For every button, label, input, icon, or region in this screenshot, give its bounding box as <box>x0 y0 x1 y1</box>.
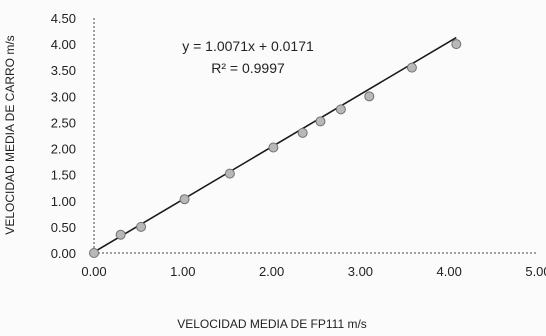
y-tick-label: 1.00 <box>51 194 76 209</box>
x-tick-label: 0.00 <box>81 264 106 279</box>
data-point <box>179 194 190 205</box>
data-point <box>451 39 462 50</box>
data-point <box>297 127 308 138</box>
x-tick-label: 1.00 <box>170 264 195 279</box>
data-point <box>335 104 346 115</box>
x-tick-label: 5.00 <box>525 264 546 279</box>
y-tick-label: 0.00 <box>51 246 76 261</box>
y-tick-label: 3.00 <box>51 89 76 104</box>
data-point <box>406 62 417 73</box>
data-point <box>268 142 279 153</box>
data-point <box>224 168 235 179</box>
y-tick-label: 3.50 <box>51 63 76 78</box>
data-point <box>315 116 326 127</box>
y-tick-labels: 0.00 0.50 1.00 1.50 2.00 2.50 3.00 3.50 4.00 4.50 <box>51 11 76 261</box>
x-tick-labels: 0.00 1.00 2.00 3.00 4.00 5.00 <box>81 264 546 279</box>
x-tick-label: 2.00 <box>259 264 284 279</box>
y-tick-label: 2.50 <box>51 115 76 130</box>
trendline-equation: y = 1.0071x + 0.0171 <box>182 38 314 54</box>
trendline-r-squared: R² = 0.9997 <box>211 60 285 76</box>
y-tick-label: 1.50 <box>51 168 76 183</box>
y-tick-label: 2.00 <box>51 142 76 157</box>
data-point <box>89 248 99 258</box>
data-points <box>89 39 462 258</box>
x-axis-title: VELOCIDAD MEDIA DE FP111 m/s <box>177 317 367 331</box>
y-tick-label: 0.50 <box>51 220 76 235</box>
y-tick-label: 4.00 <box>51 37 76 52</box>
y-axis-title: VELOCIDAD MEDIA DE CARRO m/s <box>3 35 17 234</box>
y-tick-label: 4.50 <box>51 11 76 26</box>
data-point <box>136 221 147 232</box>
data-point <box>364 91 375 102</box>
x-tick-label: 4.00 <box>437 264 462 279</box>
data-point <box>115 229 126 240</box>
x-tick-label: 3.00 <box>348 264 373 279</box>
